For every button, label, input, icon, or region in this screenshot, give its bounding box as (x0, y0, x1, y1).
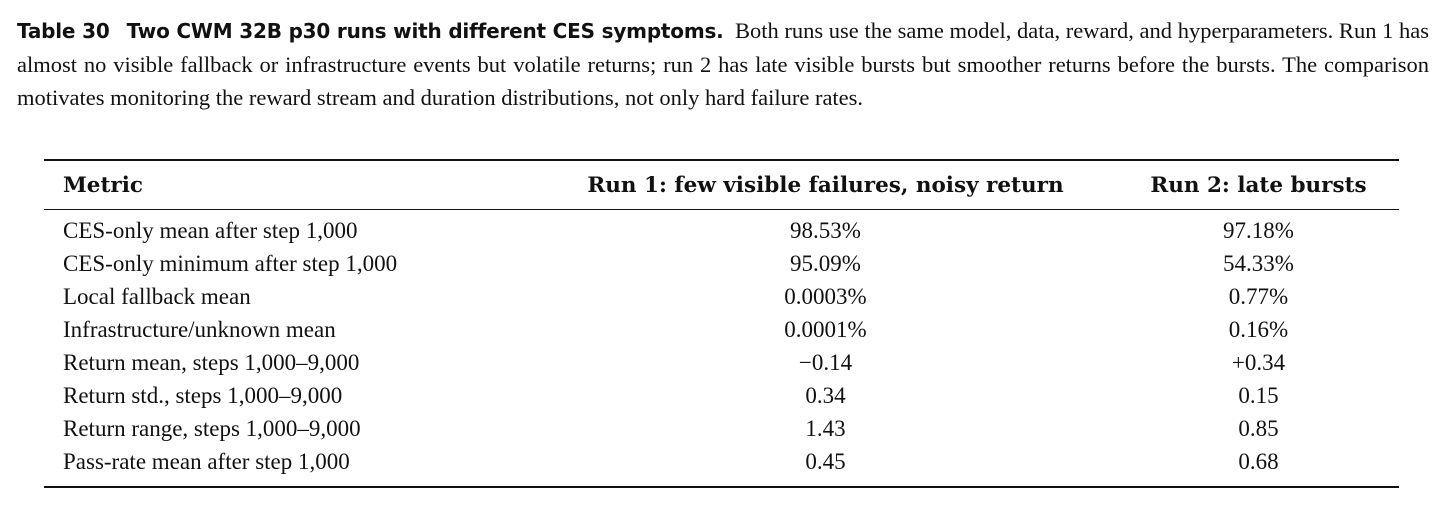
run-1-cell: 98.53% (790, 217, 861, 243)
run-1-cell: 0.34 (805, 382, 846, 408)
table-label: Table 30 (17, 19, 110, 43)
table-row: CES-only mean after step 1,000 98.53% 97… (44, 209, 1399, 247)
table-row: Local fallback mean 0.0003% 0.77% (44, 280, 1399, 313)
run-2-cell: 0.68 (1238, 448, 1279, 474)
table-row: Return std., steps 1,000–9,000 0.34 0.15 (44, 379, 1399, 412)
header-rule (44, 209, 1399, 211)
metric-cell: Infrastructure/unknown mean (63, 316, 336, 342)
top-rule (44, 159, 1399, 161)
table-row: Return range, steps 1,000–9,000 1.43 0.8… (44, 412, 1399, 445)
header-run-1: Run 1: few visible failures, noisy retur… (587, 172, 1064, 198)
caption-text: Both runs use the same model, data, rewa… (17, 18, 1430, 110)
run-2-cell: 0.16% (1228, 316, 1289, 342)
table-row: Pass-rate mean after step 1,000 0.45 0.6… (44, 445, 1399, 478)
results-table: Metric Run 1: few visible failures, nois… (44, 161, 1399, 478)
bottom-rule (44, 486, 1399, 488)
run-1-cell: 95.09% (790, 250, 861, 276)
run-2-cell: 0.77% (1228, 283, 1289, 309)
run-1-cell: −0.14 (798, 349, 853, 375)
run-1-cell: 0.45 (805, 448, 846, 474)
header-metric: Metric (63, 172, 143, 198)
metric-cell: Return mean, steps 1,000–9,000 (63, 349, 360, 375)
metric-cell: Local fallback mean (63, 283, 251, 309)
run-2-cell: +0.34 (1231, 349, 1286, 375)
run-2-cell: 97.18% (1223, 217, 1294, 243)
table-caption: Table 30 Two CWM 32B p30 runs with diffe… (17, 14, 1429, 114)
run-1-cell: 0.0003% (784, 283, 867, 309)
header-run-2: Run 2: late bursts (1150, 172, 1367, 198)
run-2-cell: 0.15 (1238, 382, 1279, 408)
metric-cell: Return range, steps 1,000–9,000 (63, 415, 361, 441)
table-title: Two CWM 32B p30 runs with different CES … (126, 19, 724, 43)
metric-cell: Pass-rate mean after step 1,000 (63, 448, 350, 474)
metric-cell: CES-only mean after step 1,000 (63, 217, 358, 243)
table-row: Return mean, steps 1,000–9,000 −0.14 +0.… (44, 346, 1399, 379)
table-row: Infrastructure/unknown mean 0.0001% 0.16… (44, 313, 1399, 346)
header-row: Metric Run 1: few visible failures, nois… (44, 161, 1399, 209)
run-1-cell: 1.43 (805, 415, 846, 441)
run-1-cell: 0.0001% (784, 316, 867, 342)
metric-cell: CES-only minimum after step 1,000 (63, 250, 398, 276)
run-2-cell: 54.33% (1223, 250, 1294, 276)
run-2-cell: 0.85 (1238, 415, 1279, 441)
metric-cell: Return std., steps 1,000–9,000 (63, 382, 343, 408)
table-row: CES-only minimum after step 1,000 95.09%… (44, 247, 1399, 280)
